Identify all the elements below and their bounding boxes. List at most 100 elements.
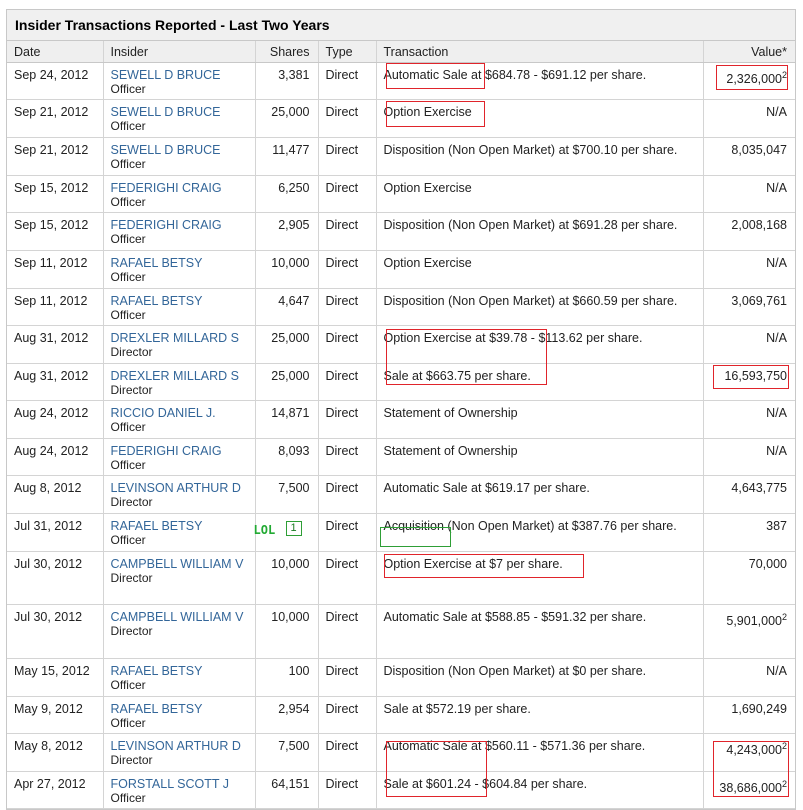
shares-value: 64,151 xyxy=(271,777,310,791)
type-cell: Direct xyxy=(317,438,376,476)
transaction-text: Acquisition xyxy=(383,519,444,533)
transaction-cell: Disposition (Non Open Market) at $700.10… xyxy=(375,137,703,176)
insider-role: Officer xyxy=(110,232,146,246)
insider-name-link[interactable]: SEWELL D BRUCE xyxy=(110,68,221,82)
insider-cell: LEVINSON ARTHUR D Director xyxy=(102,475,255,514)
lol-annotation: LOL xyxy=(253,523,276,537)
value-text: 3,069,761 xyxy=(731,294,787,308)
type-cell: Direct xyxy=(317,696,376,734)
type-cell: Direct xyxy=(317,250,376,289)
shares-cell: 7,500 xyxy=(254,475,318,514)
transaction-text: Sale at $601.24 - $604.84 per share. xyxy=(383,777,588,791)
value-footnote: 2 xyxy=(781,741,787,751)
insider-name-link[interactable]: RAFAEL BETSY xyxy=(110,664,203,678)
date-cell: Sep 11, 2012 xyxy=(7,250,103,289)
value-text: N/A xyxy=(766,181,787,195)
value-text: N/A xyxy=(766,406,787,420)
value-footnote: 2 xyxy=(781,70,787,80)
shares-value: 10,000 xyxy=(271,256,310,270)
type-cell: Direct xyxy=(317,551,376,605)
value-text: 5,901,000 xyxy=(726,614,782,629)
value-cell: N/A xyxy=(702,438,795,476)
value-text: 70,000 xyxy=(748,557,787,571)
shares-value: 7,500 xyxy=(278,481,310,495)
value-cell: N/A xyxy=(702,175,795,213)
value-cell: N/A xyxy=(702,250,795,289)
date-cell: Sep 15, 2012 xyxy=(7,175,103,213)
insider-name-link[interactable]: CAMPBELL WILLIAM V xyxy=(110,557,244,571)
insider-role: Officer xyxy=(110,458,146,472)
type-cell: Direct xyxy=(317,212,376,251)
table-row: Jul 31, 2012 RAFAEL BETSY Officer LOL 1 Direc… xyxy=(7,513,795,552)
insider-name-link[interactable]: RAFAEL BETSY xyxy=(110,256,203,270)
insider-name-link[interactable]: FEDERIGHI CRAIG xyxy=(110,218,222,232)
insider-cell: CAMPBELL WILLIAM V Director xyxy=(102,551,255,605)
value-cell: 16,593,750 xyxy=(702,363,795,401)
type-cell: Direct xyxy=(317,288,376,326)
type-cell: Direct xyxy=(317,604,376,659)
insider-name-link[interactable]: RAFAEL BETSY xyxy=(110,519,203,533)
value-text: 2,326,000 xyxy=(726,72,782,87)
insider-role: Director xyxy=(110,571,153,585)
insider-cell: SEWELL D BRUCE Officer xyxy=(102,62,255,100)
insider-name-link[interactable]: LEVINSON ARTHUR D xyxy=(110,739,241,753)
type-cell: Direct xyxy=(317,363,376,401)
insider-transactions-panel: Insider Transactions Reported - Last Two… xyxy=(6,9,796,810)
value-footnote: 2 xyxy=(781,779,787,789)
transaction-text: Statement of Ownership xyxy=(383,406,518,420)
value-cell: 2,326,0002 xyxy=(702,62,795,100)
date-cell: Aug 31, 2012 xyxy=(7,363,103,401)
insider-name-link[interactable]: DREXLER MILLARD S xyxy=(110,331,240,345)
value-cell: 5,901,0002 xyxy=(702,604,795,659)
insider-name-link[interactable]: RICCIO DANIEL J. xyxy=(110,406,216,420)
shares-cell: 10,000 xyxy=(254,604,318,659)
insider-name-link[interactable]: LEVINSON ARTHUR D xyxy=(110,481,241,495)
transaction-text: Statement of Ownership xyxy=(383,444,518,458)
transaction-text: Sale at $663.75 per share. xyxy=(383,369,531,383)
shares-value: 25,000 xyxy=(271,105,310,119)
transaction-text: Sale at $572.19 per share. xyxy=(383,702,531,716)
insider-name-link[interactable]: CAMPBELL WILLIAM V xyxy=(110,610,244,624)
shares-cell: 25,000 xyxy=(254,363,318,401)
insider-name-link[interactable]: SEWELL D BRUCE xyxy=(110,105,221,119)
shares-value: 25,000 xyxy=(271,331,310,345)
value-text: N/A xyxy=(766,331,787,345)
insider-cell: LEVINSON ARTHUR D Director xyxy=(102,733,255,772)
transaction-cell: Option Exercise xyxy=(375,175,703,213)
insider-name-link[interactable]: DREXLER MILLARD S xyxy=(110,369,240,383)
insider-name-link[interactable]: FEDERIGHI CRAIG xyxy=(110,444,222,458)
insider-cell: DREXLER MILLARD S Director xyxy=(102,325,255,364)
type-cell: Direct xyxy=(317,99,376,138)
shares-cell: 6,250 xyxy=(254,175,318,213)
insider-name-link[interactable]: RAFAEL BETSY xyxy=(110,702,203,716)
transaction-text: Automatic Sale at $560.11 - $571.36 per … xyxy=(383,739,646,753)
insider-role: Director xyxy=(110,753,153,767)
insider-role: Officer xyxy=(110,791,146,805)
shares-cell: 3,381 xyxy=(254,62,318,100)
insider-name-link[interactable]: FORSTALL SCOTT J xyxy=(110,777,230,791)
table-row: Sep 15, 2012 FEDERIGHI CRAIG Officer 2,905 D… xyxy=(7,212,795,251)
table-row: Apr 27, 2012 FORSTALL SCOTT J Officer 64,15… xyxy=(7,771,795,809)
header-type: Type xyxy=(317,41,376,63)
shares-cell: 8,093 xyxy=(254,438,318,476)
insider-name-link[interactable]: SEWELL D BRUCE xyxy=(110,143,221,157)
shares-cell: 2,905 xyxy=(254,212,318,251)
insider-name-link[interactable]: FEDERIGHI CRAIG xyxy=(110,181,222,195)
insider-cell: CAMPBELL WILLIAM V Director xyxy=(102,604,255,659)
shares-value: 2,905 xyxy=(278,218,310,232)
transaction-cell: Disposition (Non Open Market) at $691.28… xyxy=(375,212,703,251)
value-cell: N/A xyxy=(702,658,795,697)
table-row: Aug 31, 2012 DREXLER MILLARD S Director 25,… xyxy=(7,363,795,401)
type-cell: Direct xyxy=(317,62,376,100)
shares-cell: 100 xyxy=(254,658,318,697)
shares-cell: 11,477 xyxy=(254,137,318,176)
transaction-text: Automatic Sale at $588.85 - $591.32 per … xyxy=(383,610,647,624)
insider-name-link[interactable]: RAFAEL BETSY xyxy=(110,294,203,308)
table-row: Sep 21, 2012 SEWELL D BRUCE Officer 11,477 D… xyxy=(7,137,795,176)
value-text: 387 xyxy=(766,519,787,533)
shares-cell: 64,151 xyxy=(254,771,318,809)
value-text: 4,643,775 xyxy=(731,481,787,495)
lol-number-box: 1 xyxy=(285,521,302,536)
insider-role: Officer xyxy=(110,82,146,96)
date-cell: Sep 24, 2012 xyxy=(7,62,103,100)
